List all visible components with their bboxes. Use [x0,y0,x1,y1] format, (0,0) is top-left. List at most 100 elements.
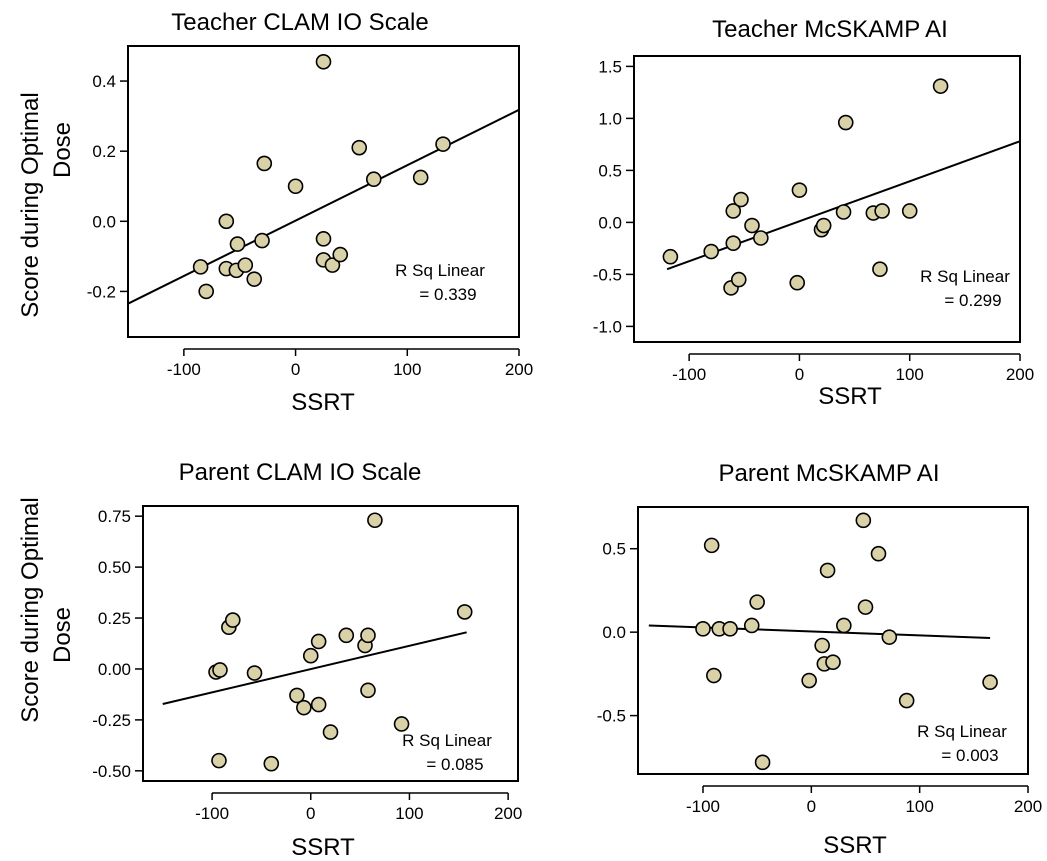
plot-frame [142,505,519,782]
plot-frame [633,55,1021,343]
data-point [814,637,830,654]
data-point [360,627,376,644]
data-point [310,696,327,713]
data-point [254,232,270,249]
data-point [706,667,722,684]
data-point [211,752,227,769]
data-point [855,512,872,529]
y-tick-label: 0.50 [98,558,131,577]
data-point [901,203,918,219]
y-tick-label: 0.25 [98,609,131,628]
y-axis-title-line-1: Score during Optimal [17,92,44,317]
y-tick-label: -0.5 [597,707,626,726]
y-tick-label: 0.2 [92,142,116,161]
data-point [246,665,263,681]
y-tick-label: 0.0 [92,212,116,231]
data-point [289,687,305,704]
data-point [801,672,817,689]
data-point [898,692,915,709]
data-point [367,512,383,529]
y-tick-label: -1.0 [593,317,622,336]
r-squared-annotation: R Sq Linear [402,731,492,750]
x-axis-title: SSRT [823,832,887,859]
data-point [198,283,214,300]
y-tick-label: 1.5 [598,57,622,76]
data-point [703,243,720,260]
x-tick-label: 200 [505,360,533,379]
x-tick-label: 200 [1006,365,1034,384]
plot-frame [127,45,520,338]
y-tick-label: 0.75 [98,507,131,526]
data-point [825,654,841,670]
x-tick-label: 0 [795,365,804,384]
x-tick-label: -100 [167,360,201,379]
x-tick-label: -100 [672,365,706,384]
data-point [819,562,836,579]
plot-frame [637,506,1029,775]
regression-line [127,108,520,305]
data-point [456,604,473,620]
data-point [302,647,319,664]
data-point [365,171,382,188]
x-axis-title: SSRT [818,383,882,410]
data-point [296,699,312,716]
chart-title: Teacher McSKAMP AI [712,16,948,43]
data-point [263,755,280,772]
data-point [332,246,349,263]
data-point [412,169,429,186]
data-point [315,231,332,247]
data-point [749,594,765,610]
r-squared-annotation: R Sq Linear [917,722,1007,741]
data-point [338,627,355,644]
data-point [725,203,742,219]
data-point [662,248,679,265]
data-point [218,213,235,230]
y-tick-label: 1.0 [598,109,622,128]
data-point [836,617,852,634]
data-point [435,136,451,152]
r-squared-annotation: R Sq Linear [395,261,485,280]
x-tick-label: 100 [393,360,421,379]
scatter-panel: Teacher McSKAMP AI -1.0 -0.5 0.0 0.5 1.0 1.5 -1… [593,16,1034,410]
x-tick-label: 100 [896,365,924,384]
data-point [744,217,760,234]
y-axis-title-line-2: Dose [49,607,76,663]
data-point [212,662,228,678]
data-point [192,259,209,275]
data-point [857,599,874,615]
data-point [229,236,246,252]
y-axis-title-line-2: Dose [49,122,76,178]
data-point [315,53,332,70]
data-point [310,633,327,650]
data-point [322,724,339,740]
data-point [753,230,769,246]
r-squared-annotation: R Sq Linear [920,267,1010,286]
x-axis-title: SSRT [291,389,355,416]
data-point [725,235,742,251]
y-axis-title-bottom: Score during Optimal Dose [17,497,76,722]
scatter-panel: Parent McSKAMP AI -0.5 0.0 0.5 -100 0 100 200 SS… [597,460,1042,859]
x-tick-label: 100 [395,804,423,823]
r-squared-annotation: = 0.299 [944,291,1001,310]
x-axis-title: SSRT [291,834,355,861]
scatter-panel: Teacher CLAM IO Scale -0.2 0.0 0.2 0.4 -100 0 1… [87,9,533,416]
x-tick-label: 0 [291,360,300,379]
data-point [695,621,711,637]
x-tick-label: 0 [807,797,816,816]
data-point [881,629,898,645]
data-point [733,191,749,208]
data-point [754,754,771,771]
data-point [722,621,738,637]
data-point [789,274,806,291]
y-tick-label: -0.2 [87,282,116,301]
data-point [256,155,273,172]
y-tick-label: 0.00 [98,660,131,679]
data-point [874,203,890,219]
scatter-panel: Parent CLAM IO Scale -0.50 -0.25 0.00 0.25 0.… [92,459,522,861]
x-tick-label: -100 [686,797,720,816]
y-tick-label: -0.5 [593,265,622,284]
regression-line [162,631,467,705]
y-tick-label: 0.4 [92,72,116,91]
data-point [982,674,998,691]
data-point [360,682,376,699]
